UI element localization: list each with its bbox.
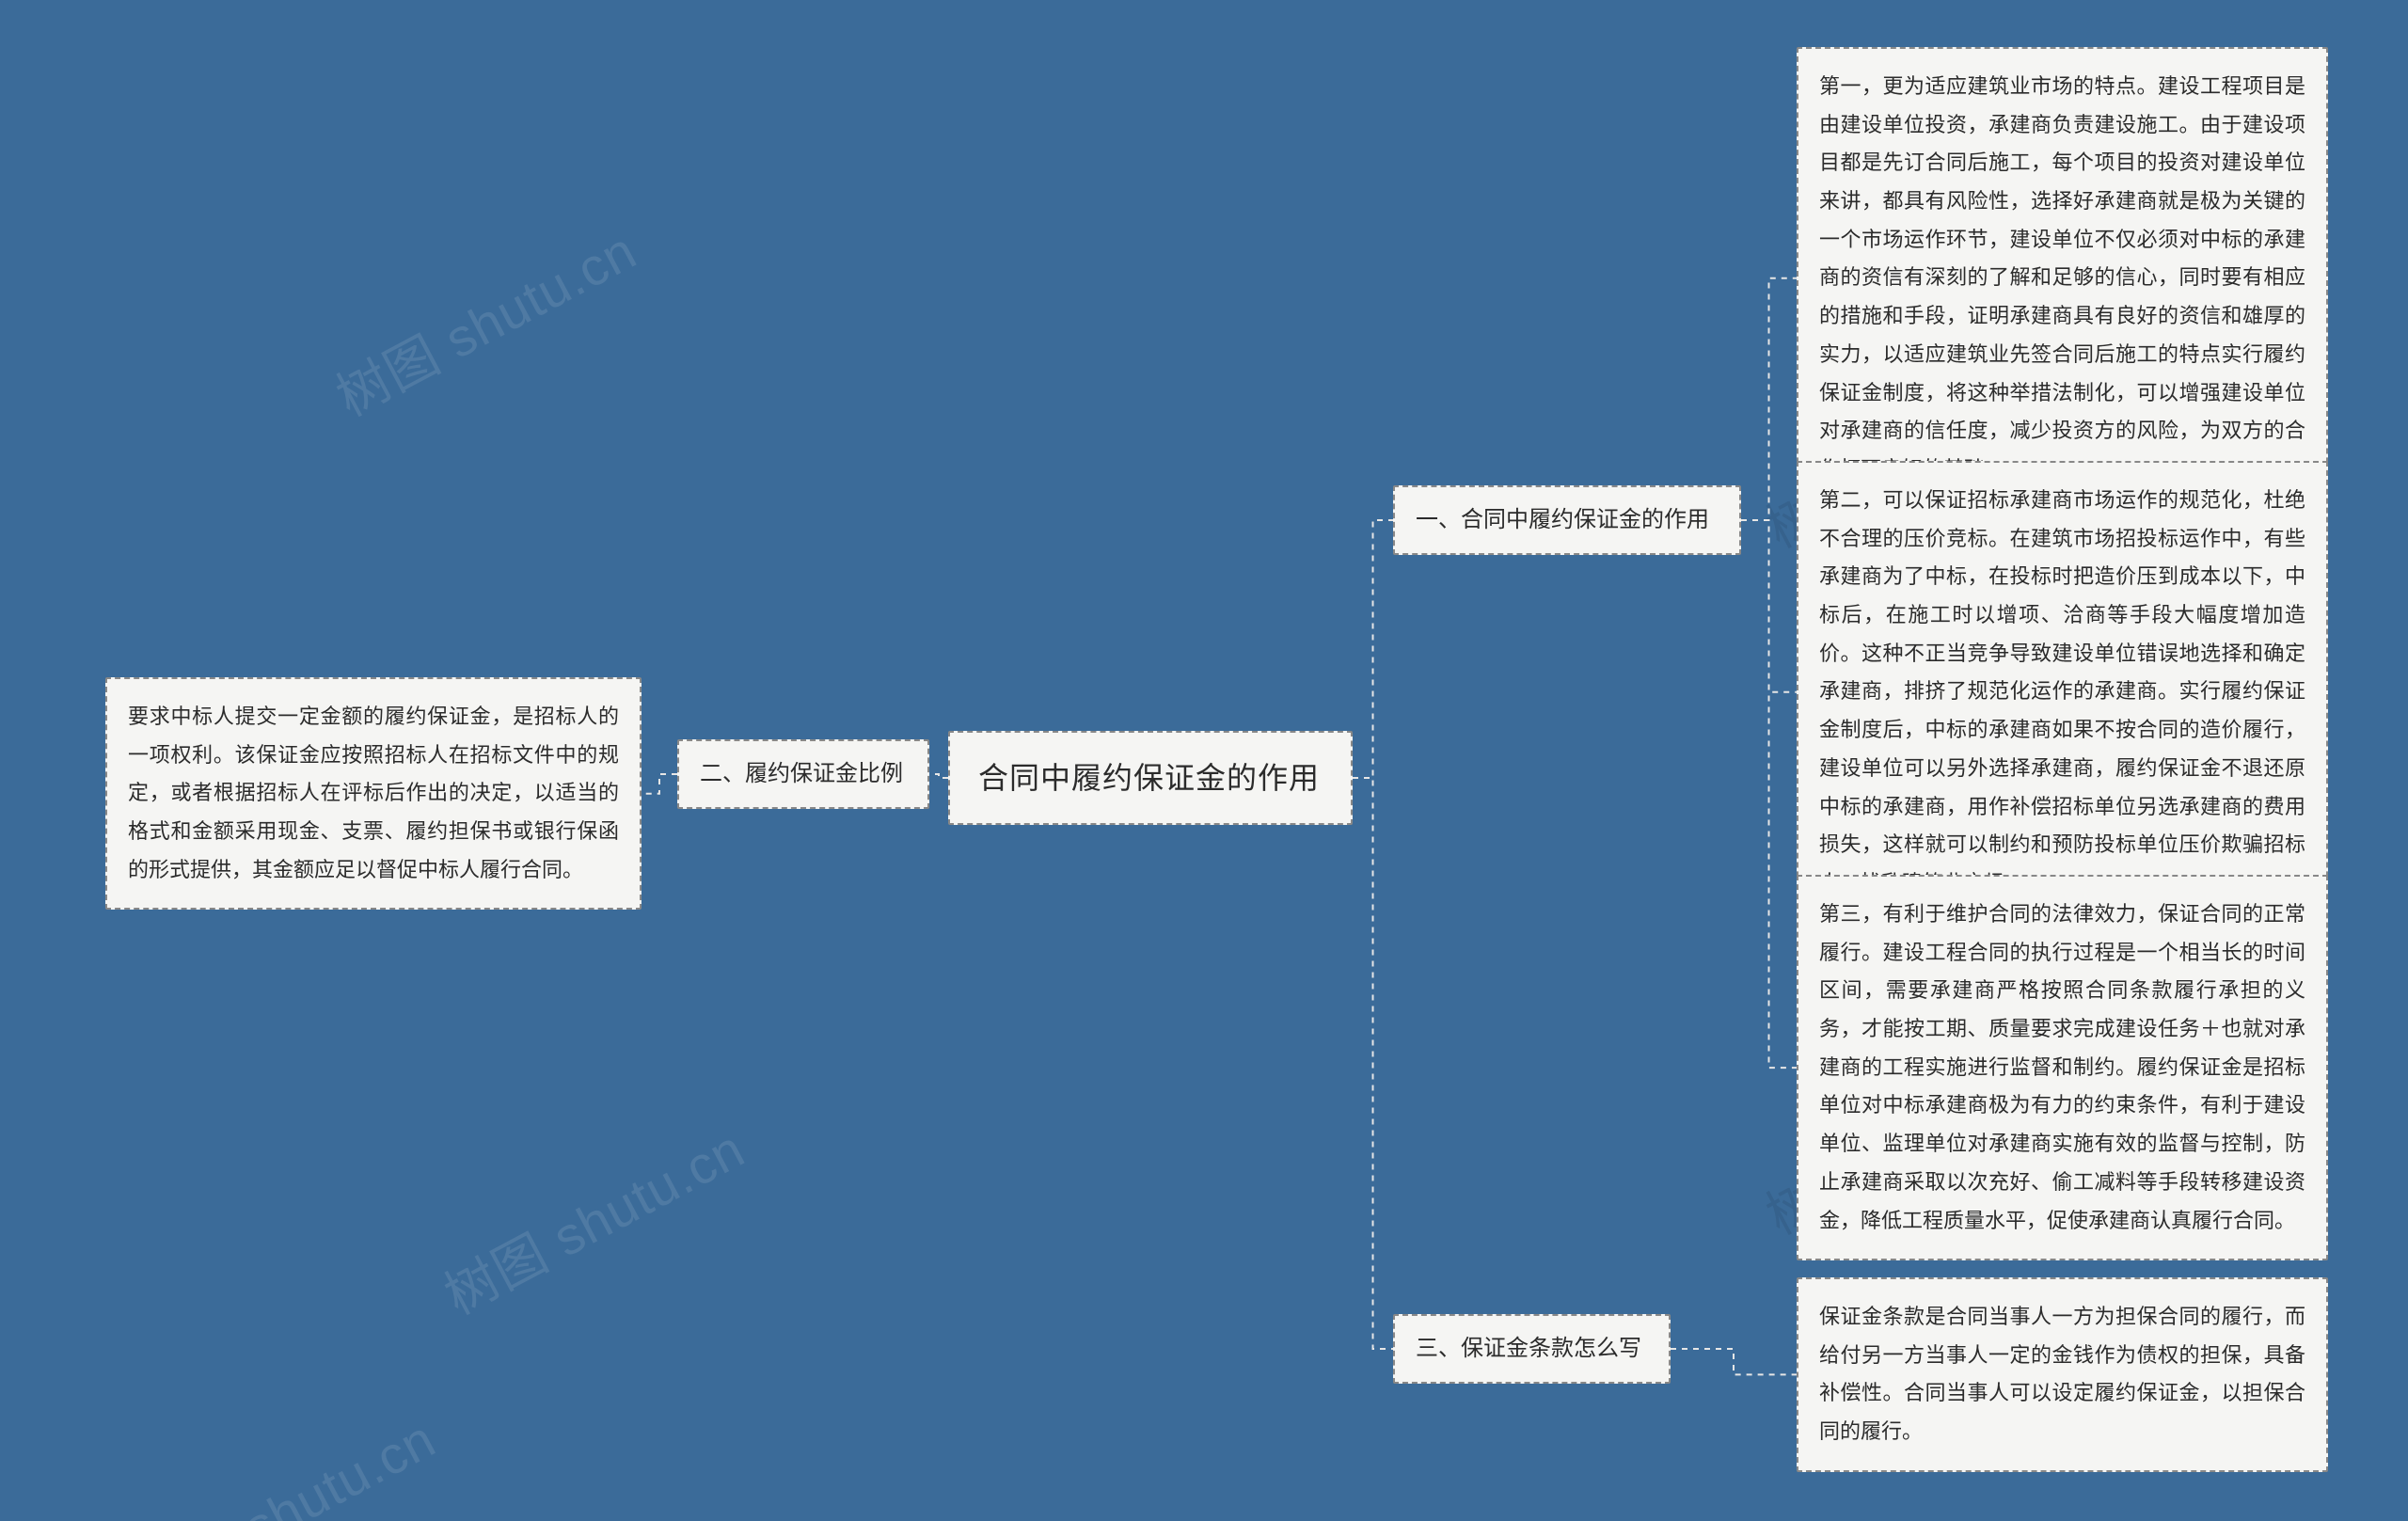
leaf-r2-1: 保证金条款是合同当事人一方为担保合同的履行，而给付另一方当事人一定的金钱作为债权… (1797, 1277, 2328, 1472)
watermark: 树图 shutu.cn (321, 210, 647, 432)
branch-right-1: 一、合同中履约保证金的作用 (1393, 485, 1741, 555)
leaf-r1-1: 第一，更为适应建筑业市场的特点。建设工程项目是由建设单位投资，承建商负责建设施工… (1797, 47, 2328, 510)
edge (642, 774, 677, 794)
branch-left: 二、履约保证金比例 (677, 739, 929, 809)
watermark: 树图 shutu.cn (429, 1108, 755, 1330)
edge (1741, 520, 1797, 692)
leaf-r1-2: 第二，可以保证招标承建商市场运作的规范化，杜绝不合理的压价竞标。在建筑市场招投标… (1797, 461, 2328, 924)
mindmap-canvas: 合同中履约保证金的作用 二、履约保证金比例 要求中标人提交一定金额的履约保证金，… (0, 0, 2408, 1521)
edge (1741, 278, 1797, 520)
edge (929, 774, 948, 778)
edge (1741, 520, 1797, 1068)
root-node: 合同中履约保证金的作用 (948, 731, 1353, 825)
edge (1671, 1349, 1797, 1374)
leaf-r1-3: 第三，有利于维护合同的法律效力，保证合同的正常履行。建设工程合同的执行过程是一个… (1797, 875, 2328, 1260)
branch-right-2: 三、保证金条款怎么写 (1393, 1314, 1671, 1384)
edge (1353, 520, 1393, 778)
edge (1353, 778, 1393, 1349)
leaf-left: 要求中标人提交一定金额的履约保证金，是招标人的一项权利。该保证金应按照招标人在招… (105, 677, 642, 910)
watermark: 图 shutu.cn (167, 1398, 447, 1521)
